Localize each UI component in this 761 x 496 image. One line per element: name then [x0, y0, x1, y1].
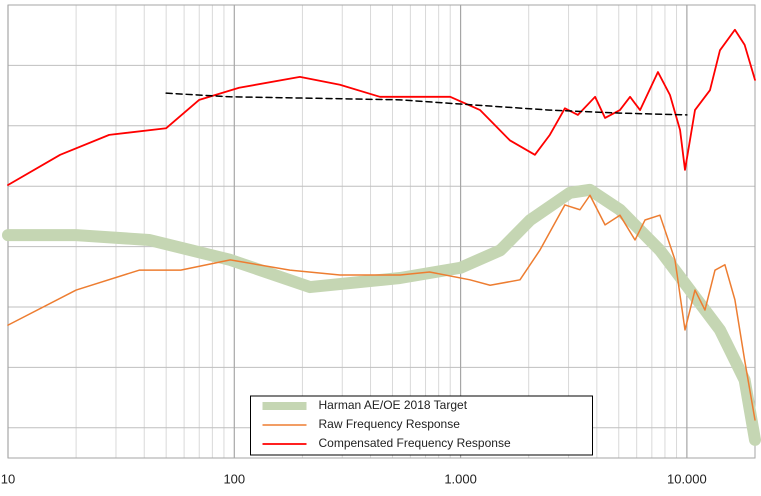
series-line [7, 194, 756, 421]
series-line [2, 183, 761, 446]
series-line [7, 28, 756, 186]
legend: Harman AE/OE 2018 Target Raw Frequency Re… [250, 395, 593, 456]
legend-label: Raw Frequency Response [319, 417, 461, 431]
legend-box [250, 395, 593, 456]
x-tick-label: 10 [1, 471, 15, 486]
x-tick-label: 10.000 [667, 471, 707, 486]
x-tick-label: 1.000 [444, 471, 477, 486]
legend-label: Harman AE/OE 2018 Target [319, 398, 468, 412]
x-tick-label: 100 [223, 471, 245, 486]
series-line [165, 92, 688, 116]
legend-label: Compensated Frequency Response [319, 436, 511, 450]
